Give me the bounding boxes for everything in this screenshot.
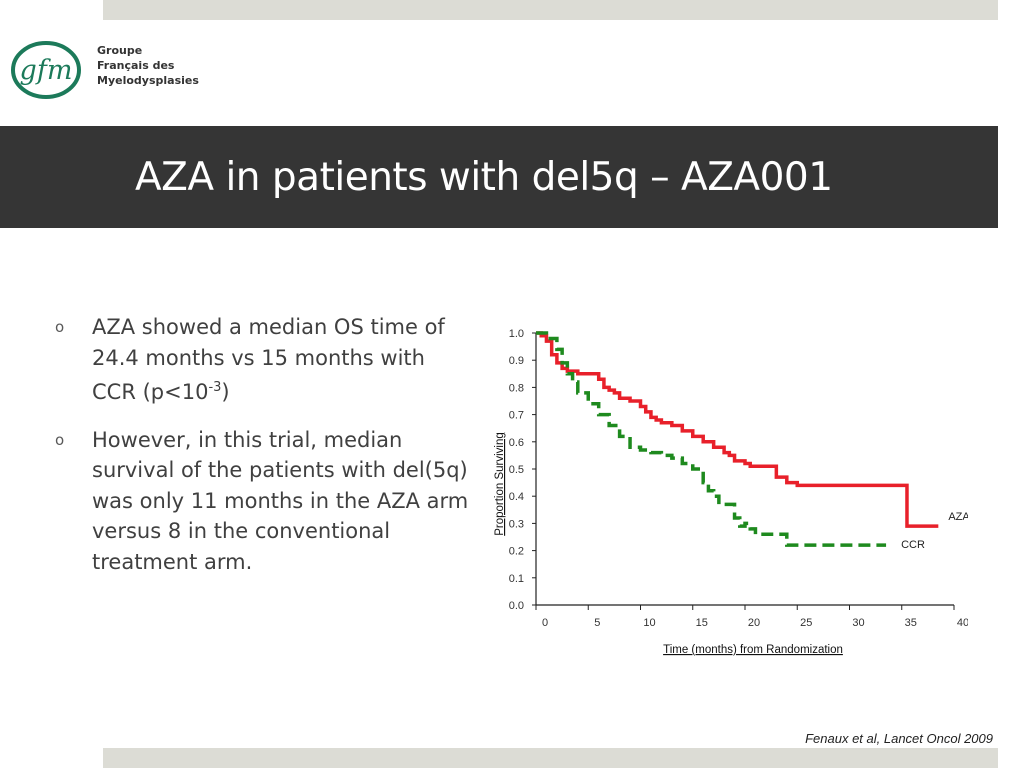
kaplan-meier-chart: 0.0 0.1 0.2 0.3 0.4 0.5 0.6 0.7 0.8 0.9 1.0 0 5 10 15 2… <box>494 328 968 656</box>
x-tick-label: 15 <box>696 617 708 629</box>
y-tick-label: 1.0 <box>509 328 524 340</box>
x-tick-label: 40 <box>957 617 968 629</box>
y-tick-label: 0.5 <box>509 464 524 476</box>
gfm-logo-name: Groupe Français des Myelodysplasies <box>97 43 199 88</box>
y-tick-label: 0.9 <box>509 355 524 367</box>
x-tick-label: 10 <box>643 617 655 629</box>
series-label-ccr: CCR <box>901 539 925 551</box>
bullet-superscript: -3 <box>208 380 222 395</box>
title-band <box>0 126 998 228</box>
gfm-logo-mark: gfm <box>11 41 81 99</box>
series-line-ccr <box>536 331 887 547</box>
slide-title: AZA in patients with del5q – AZA001 <box>135 155 833 200</box>
x-tick-label: 20 <box>748 617 760 629</box>
y-tick-label: 0.8 <box>509 382 524 394</box>
series-line-aza <box>536 331 939 528</box>
bullet-marker: o <box>55 318 65 336</box>
y-tick-label: 0.6 <box>509 437 524 449</box>
top-accent-bar <box>103 0 998 20</box>
logo-line-2: Français des <box>97 59 175 72</box>
logo-line-1: Groupe <box>97 44 143 57</box>
gfm-logo: gfm Groupe Français des Myelodysplasies <box>10 38 210 102</box>
bullet-marker: o <box>55 430 65 449</box>
y-tick-label: 0.1 <box>509 573 524 585</box>
y-axis-title: Proportion Surviving <box>494 432 506 536</box>
x-axis-title: Time (months) from Randomization <box>663 644 843 656</box>
x-tick-label: 0 <box>542 617 548 629</box>
y-tick-label: 0.3 <box>509 518 524 530</box>
y-tick-label: 0.0 <box>509 600 524 612</box>
gfm-logo-letters: gfm <box>20 55 73 86</box>
bullet-item-median-os: o AZA showed a median OS time of 24.4 mo… <box>52 312 472 408</box>
bottom-accent-bar <box>103 748 998 768</box>
x-tick-label: 35 <box>905 617 917 629</box>
citation: Fenaux et al, Lancet Oncol 2009 <box>805 731 993 746</box>
x-tick-label: 5 <box>594 617 600 629</box>
bullet-text-tail: ) <box>221 380 230 404</box>
x-tick-label: 30 <box>852 617 864 629</box>
y-tick-label: 0.2 <box>509 546 524 558</box>
y-tick-label: 0.4 <box>509 491 524 503</box>
logo-line-3: Myelodysplasies <box>97 74 199 87</box>
x-tick-label: 25 <box>800 617 812 629</box>
bullet-item-del5q-survival: o However, in this trial, median surviva… <box>52 425 472 578</box>
y-tick-label: 0.7 <box>509 410 524 422</box>
series-label-aza: AZA <box>948 511 968 523</box>
bullet-text: However, in this trial, median survival … <box>92 427 469 574</box>
bullet-list: o AZA showed a median OS time of 24.4 mo… <box>52 312 472 594</box>
bullet-text: AZA showed a median OS time of 24.4 mont… <box>92 315 445 404</box>
